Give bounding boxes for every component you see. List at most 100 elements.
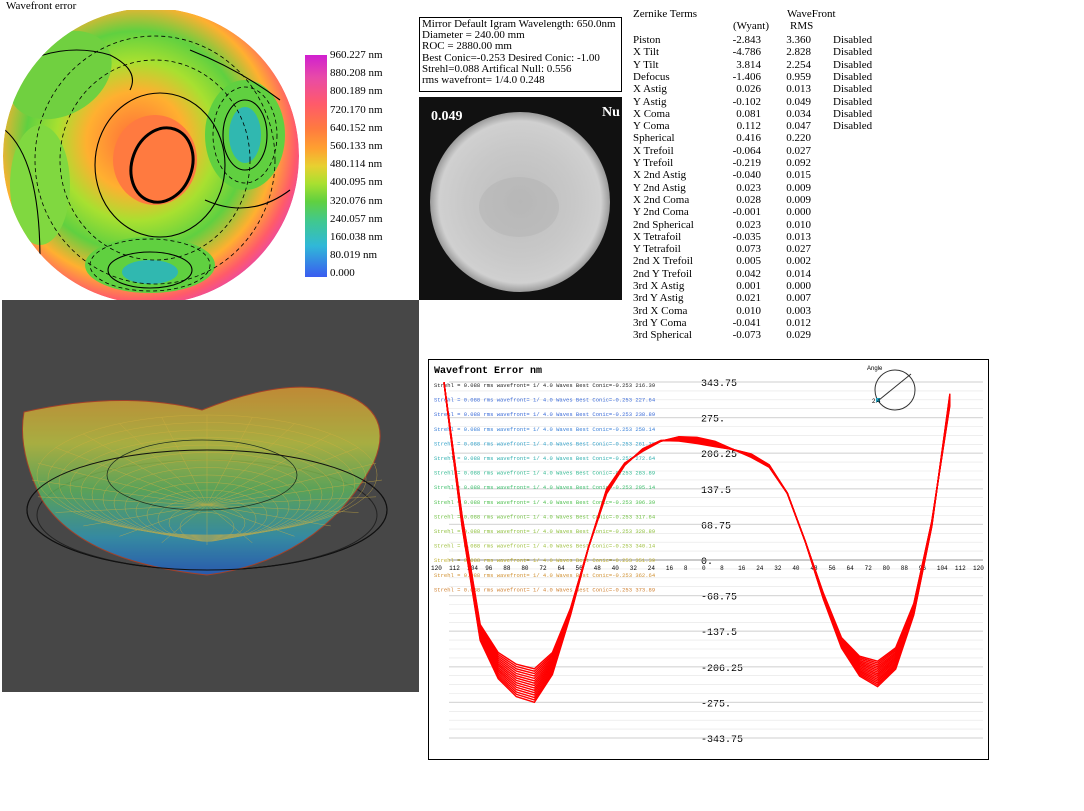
zernike-term-value: -0.041 <box>732 316 761 329</box>
zernike-term-rms: 0.013 <box>786 230 811 243</box>
x-tick-label: 80 <box>883 565 891 572</box>
zernike-term-name: X 2nd Astig <box>633 169 687 182</box>
zernike-term-value: -0.219 <box>732 157 761 169</box>
legend-entry: Strehl = 0.088 rms wavefront= 1/ 4.0 Wav… <box>434 470 655 477</box>
info-line: Strehl=0.088 Artifical Null: 0.556 <box>422 62 572 75</box>
x-tick-label: 0 <box>702 565 706 572</box>
wireframe-spoke <box>206 433 331 506</box>
wavefront-contour-map <box>3 10 299 300</box>
zernike-term-rms: 0.002 <box>786 255 811 268</box>
zernike-term-name: 2nd Spherical <box>633 218 694 231</box>
x-tick-label: 96 <box>485 565 493 572</box>
zernike-term-rms: 0.047 <box>786 120 811 133</box>
legend-entry: Strehl = 0.088 rms wavefront= 1/ 4.0 Wav… <box>434 484 656 491</box>
y-tick-label: -206.25 <box>701 664 743 675</box>
info-line: rms wavefront= 1/4.0 0.248 <box>422 74 545 87</box>
x-tick-label: 40 <box>612 565 620 572</box>
x-tick-label: 32 <box>630 565 638 572</box>
zernike-term-rms: 0.013 <box>786 83 811 96</box>
x-tick-label: 112 <box>955 565 966 572</box>
zernike-header-wavefront: WaveFront <box>787 8 836 20</box>
zernike-term-rms: 0.049 <box>786 95 811 108</box>
igram-value-label: 0.049 <box>431 109 463 124</box>
zernike-term-name: Piston <box>633 34 661 46</box>
wireframe-spoke <box>206 504 359 513</box>
y-tick-label: 275. <box>701 415 725 426</box>
zernike-term-status: Disabled <box>833 95 873 108</box>
colorbar-label: 720.170 nm <box>330 103 383 116</box>
zernike-term-status: Disabled <box>833 34 873 46</box>
x-tick-label: 104 <box>937 565 948 572</box>
x-tick-label: 64 <box>847 565 855 572</box>
zernike-term-value: -1.406 <box>732 70 761 83</box>
colorbar-label: 400.095 nm <box>330 176 383 189</box>
zernike-term-value: 0.021 <box>736 292 761 305</box>
chart-title: Wavefront Error nm <box>434 365 542 377</box>
zernike-term-name: X Trefoil <box>633 144 674 157</box>
legend-entry: Strehl = 0.088 rms wavefront= 1/ 4.0 Wav… <box>434 499 655 506</box>
zernike-term-value: -0.102 <box>732 95 761 108</box>
legend-entry: Strehl = 0.088 rms wavefront= 1/ 4.0 Wav… <box>434 557 655 564</box>
legend-entry: Strehl = 0.088 rms wavefront= 1/ 4.0 Wav… <box>434 411 655 418</box>
x-tick-label: 16 <box>666 565 674 572</box>
wireframe-spoke <box>37 496 208 506</box>
zernike-term-name: 2nd X Trefoil <box>633 255 693 268</box>
zernike-term-rms: 0.000 <box>786 206 811 219</box>
zernike-term-name: 3rd Y Coma <box>633 316 687 329</box>
x-tick-label: 64 <box>557 565 565 572</box>
wireframe-spoke <box>206 504 253 543</box>
zernike-term-rms: 0.034 <box>786 107 811 120</box>
zernike-term-rms: 0.000 <box>786 280 811 292</box>
y-tick-label: 0. <box>701 557 713 568</box>
zernike-header-wyant: (Wyant) <box>733 20 769 32</box>
angle-value: 2.4 <box>872 399 881 405</box>
interferogram-image: 0.049 Nu <box>419 97 622 300</box>
zernike-header-terms: Zernike Terms <box>633 8 698 20</box>
angle-label: Angle <box>867 366 883 372</box>
zernike-term-value: 0.416 <box>736 132 761 145</box>
colorbar-label: 240.057 nm <box>330 212 383 225</box>
legend-entry: Strehl = 0.088 rms wavefront= 1/ 4.0 Wav… <box>434 572 656 579</box>
colorbar-label: 480.114 nm <box>330 158 383 171</box>
igram-corner-label: Nu <box>602 105 620 120</box>
x-tick-label: 120 <box>973 565 984 572</box>
zernike-term-name: 2nd Y Trefoil <box>633 267 693 280</box>
wireframe-spoke <box>119 423 208 506</box>
y-tick-label: -275. <box>701 699 731 710</box>
zernike-term-status: Disabled <box>833 46 873 59</box>
zernike-term-rms: 0.003 <box>786 304 811 317</box>
wireframe-spoke <box>55 447 208 506</box>
zernike-term-name: 3rd Y Astig <box>633 292 684 305</box>
zernike-term-value: 0.081 <box>736 107 761 120</box>
zernike-term-status: Disabled <box>833 70 873 83</box>
zernike-term-name: X Astig <box>633 83 667 96</box>
wireframe-spoke <box>161 504 208 543</box>
angle-dial <box>874 369 916 411</box>
zernike-term-name: 3rd Spherical <box>633 329 692 342</box>
x-tick-label: 112 <box>449 565 460 572</box>
zernike-term-rms: 0.010 <box>786 218 811 231</box>
legend-entry: Strehl = 0.088 rms wavefront= 1/ 4.0 Wav… <box>434 397 656 404</box>
wireframe-spoke <box>55 504 208 513</box>
zernike-term-value: 0.112 <box>736 120 761 133</box>
x-tick-label: 40 <box>792 565 800 572</box>
zernike-term-name: X Coma <box>633 107 670 120</box>
3d-surface-view[interactable] <box>2 300 419 692</box>
y-tick-label: 343.75 <box>701 379 737 390</box>
zernike-term-name: Y Coma <box>633 120 670 133</box>
y-tick-label: -137.5 <box>701 628 737 639</box>
zernike-term-status: Disabled <box>833 58 873 71</box>
zernike-term-value: 0.073 <box>736 243 761 256</box>
y-tick-label: -343.75 <box>701 735 743 746</box>
x-tick-label: 32 <box>774 565 782 572</box>
info-line: Diameter = 240.00 mm <box>422 29 525 42</box>
zernike-term-value: 0.042 <box>736 267 761 280</box>
wireframe-spoke <box>83 433 208 506</box>
x-tick-label: 8 <box>684 565 688 572</box>
colorbar-label: 160.038 nm <box>330 231 383 243</box>
info-line: ROC = 2880.00 mm <box>422 40 512 53</box>
angle-needle <box>878 373 912 401</box>
zernike-term-status: Disabled <box>833 83 873 96</box>
zernike-term-value: -4.786 <box>732 46 761 59</box>
wavefront-profile-chart: 343.75 275. 206.25 137.5 68.75 0. -68.75 -137.5… <box>428 359 989 760</box>
